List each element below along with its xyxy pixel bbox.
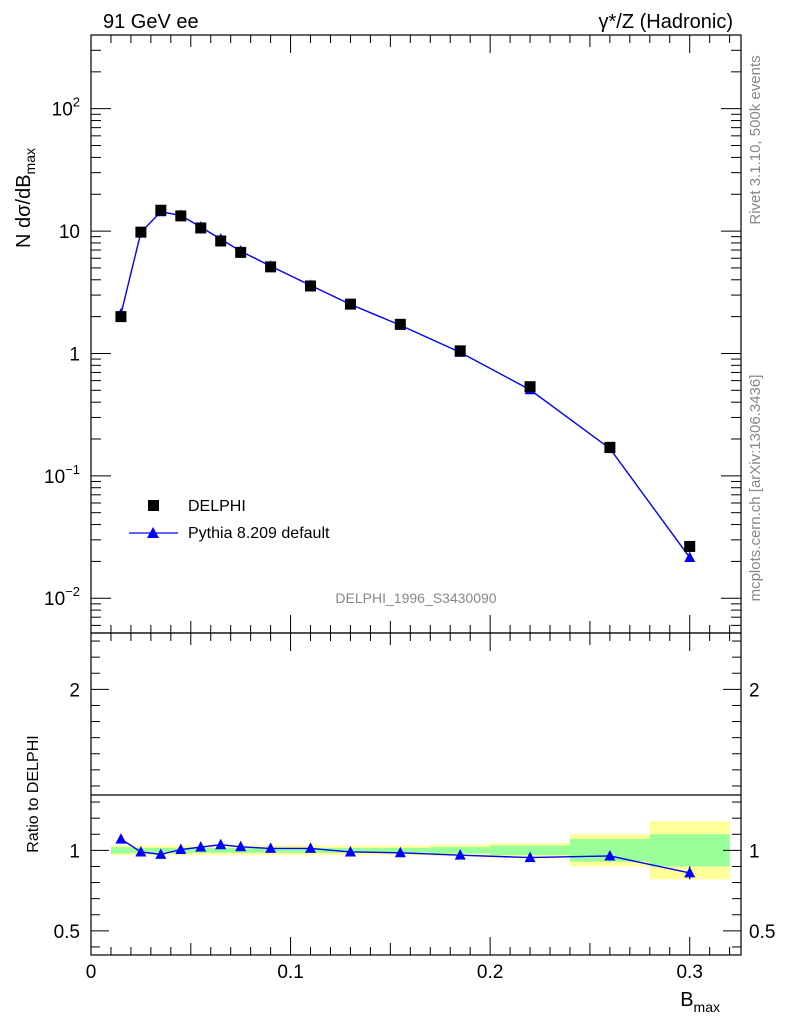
ratio-y-tick-label-right: 2 xyxy=(749,680,760,701)
main-y-tick-exp: −1 xyxy=(65,462,80,477)
main-y-axis-label: N dσ/dBmax xyxy=(13,148,38,248)
data-point xyxy=(394,318,406,330)
data-point xyxy=(115,311,127,323)
x-tick-label: 0 xyxy=(86,962,97,983)
x-tick-label: 0.1 xyxy=(277,962,303,983)
ratio-panel-frame xyxy=(90,632,742,956)
ratio-y-tick-label-right: 1 xyxy=(749,841,760,862)
main-y-tick-label: 10 xyxy=(59,222,80,243)
svg-text:Bmax: Bmax xyxy=(680,989,720,1015)
main-y-tick-base: 10 xyxy=(59,222,80,243)
main-ylabel-text: N dσ/dB xyxy=(13,174,35,248)
ratio-point xyxy=(344,845,356,857)
ratio-point xyxy=(235,840,247,852)
legend-mc-label: Pythia 8.209 default xyxy=(188,525,330,542)
data-point xyxy=(235,246,247,258)
data-point xyxy=(265,261,277,273)
ratio-point xyxy=(175,843,187,855)
main-y-tick-base: 1 xyxy=(69,344,80,365)
data-point xyxy=(135,226,147,238)
inner-band xyxy=(649,834,730,867)
data-point xyxy=(604,441,616,453)
inner-band xyxy=(490,845,570,856)
legend-data-label: DELPHI xyxy=(188,498,246,515)
x-axis-label: Bmax xyxy=(680,989,720,1015)
main-y-tick-label: 1 xyxy=(69,344,80,365)
ratio-point xyxy=(454,849,466,860)
rivet-info: Rivet 3.1.10, 500k events xyxy=(747,55,764,224)
svg-text:N dσ/dBmax: N dσ/dBmax xyxy=(13,148,38,248)
x-tick-labels: 0 0.1 0.2 0.3 xyxy=(86,962,703,983)
main-y-tick-label: 10−1 xyxy=(44,462,80,488)
main-y-tick-base: 10 xyxy=(44,589,65,610)
analysis-id: DELPHI_1996_S3430090 xyxy=(335,590,496,606)
data-point xyxy=(344,298,356,310)
main-y-tick-exp: 2 xyxy=(73,95,80,110)
legend-data-marker xyxy=(148,500,159,511)
inner-band xyxy=(110,847,131,854)
data-point xyxy=(305,280,317,292)
ratio-point xyxy=(265,842,277,853)
ratio-point xyxy=(604,849,616,861)
main-ylabel-sub: max xyxy=(22,148,38,174)
ratio-y-tick-labels: 0.5 0.5 1 1 2 2 xyxy=(54,680,776,943)
ratio-y-axis-label: Ratio to DELPHI xyxy=(25,735,42,852)
ratio-point xyxy=(115,833,127,844)
main-y-tick-base: 10 xyxy=(44,467,65,488)
xlabel-text: B xyxy=(680,989,693,1011)
main-panel-frame xyxy=(90,34,742,634)
ratio-point xyxy=(305,842,317,853)
main-panel-ticks xyxy=(90,34,741,633)
energy-title: 91 GeV ee xyxy=(103,11,199,33)
data-point xyxy=(175,210,187,222)
ratio-point xyxy=(684,866,696,878)
x-tick-label: 0.2 xyxy=(477,962,503,983)
ratio-y-tick-label-left: 1 xyxy=(69,841,80,862)
data-series xyxy=(115,204,696,552)
ratio-y-tick-label-left: 2 xyxy=(69,680,80,701)
main-y-tick-label: 102 xyxy=(52,95,80,121)
x-tick-label: 0.3 xyxy=(676,962,702,983)
ratio-point xyxy=(524,851,536,863)
data-point xyxy=(454,345,466,357)
ratio-point xyxy=(135,845,147,857)
xlabel-sub: max xyxy=(694,999,720,1015)
ratio-point xyxy=(394,846,406,858)
inner-band xyxy=(210,847,231,853)
main-y-tick-base: 10 xyxy=(52,100,73,121)
mc-point xyxy=(684,551,696,563)
ratio-point xyxy=(215,838,227,850)
main-y-tick-exp: −2 xyxy=(65,584,80,599)
legend: DELPHI Pythia 8.209 default xyxy=(129,498,330,542)
main-y-tick-label: 10−2 xyxy=(44,584,80,610)
data-point xyxy=(524,381,536,393)
data-point xyxy=(684,540,696,552)
ratio-y-tick-label-right: 0.5 xyxy=(749,922,775,943)
legend-mc-marker xyxy=(147,527,159,538)
data-point xyxy=(215,235,227,247)
process-title: γ*/Z (Hadronic) xyxy=(599,11,733,33)
ratio-point xyxy=(195,841,207,852)
ratio-series xyxy=(115,833,696,880)
mcplots-info: mcplots.cern.ch [arXiv:1306.3436] xyxy=(747,375,764,602)
data-point xyxy=(195,222,207,234)
ratio-panel-ticks xyxy=(90,633,741,955)
ratio-y-tick-label-left: 0.5 xyxy=(54,922,80,943)
ratio-point xyxy=(155,848,167,859)
data-point xyxy=(155,204,167,216)
